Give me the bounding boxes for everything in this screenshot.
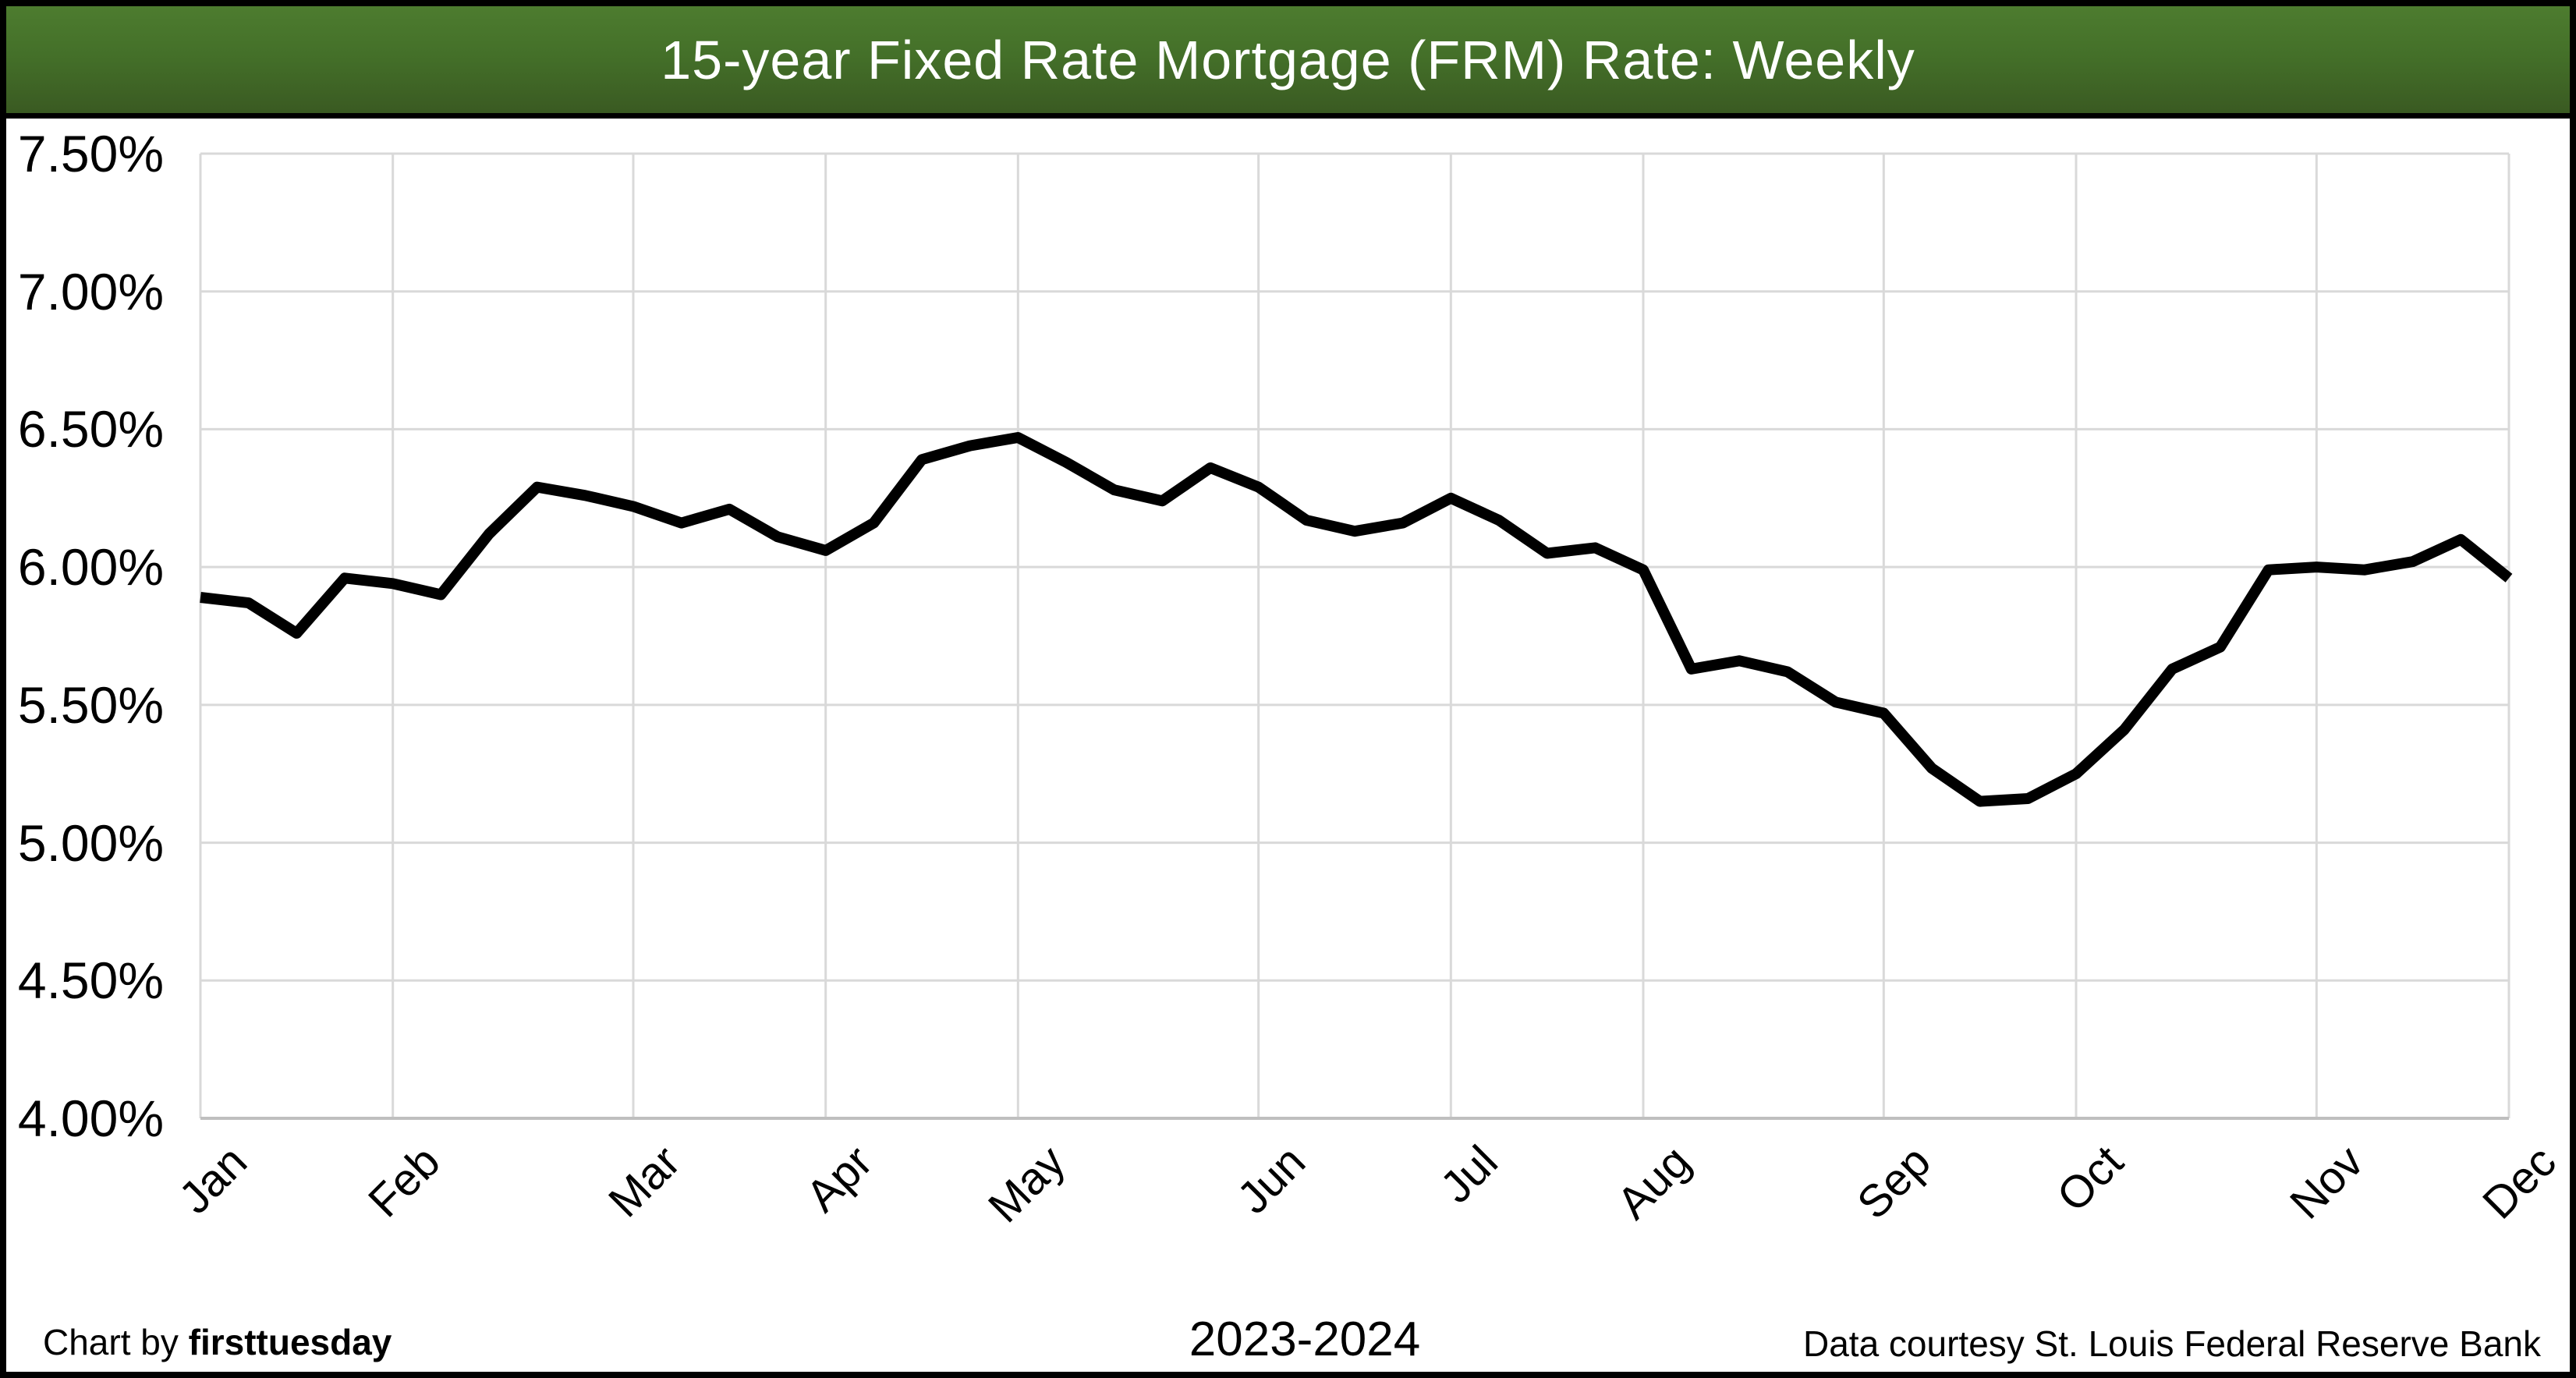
y-tick-label: 4.00% [17,1089,164,1147]
chart-credit: Chart by firsttuesday [43,1321,392,1363]
period-label: 2023-2024 [1189,1312,1421,1366]
y-tick-label: 6.50% [17,400,164,459]
y-tick-label: 5.50% [17,675,164,734]
chart-title: 15-year Fixed Rate Mortgage (FRM) Rate: … [661,29,1915,90]
title-bar: 15-year Fixed Rate Mortgage (FRM) Rate: … [6,6,2570,119]
data-source: Data courtesy St. Louis Federal Reserve … [1802,1323,2541,1364]
y-tick-label: 6.00% [17,538,164,597]
credit-brand: firsttuesday [188,1322,392,1362]
y-tick-label: 4.50% [17,951,164,1010]
y-tick-label: 7.50% [17,125,164,182]
credit-prefix: Chart by [43,1322,189,1362]
rate-line [200,432,2513,807]
y-tick-label: 5.00% [17,813,164,872]
y-tick-label: 7.00% [17,262,164,321]
